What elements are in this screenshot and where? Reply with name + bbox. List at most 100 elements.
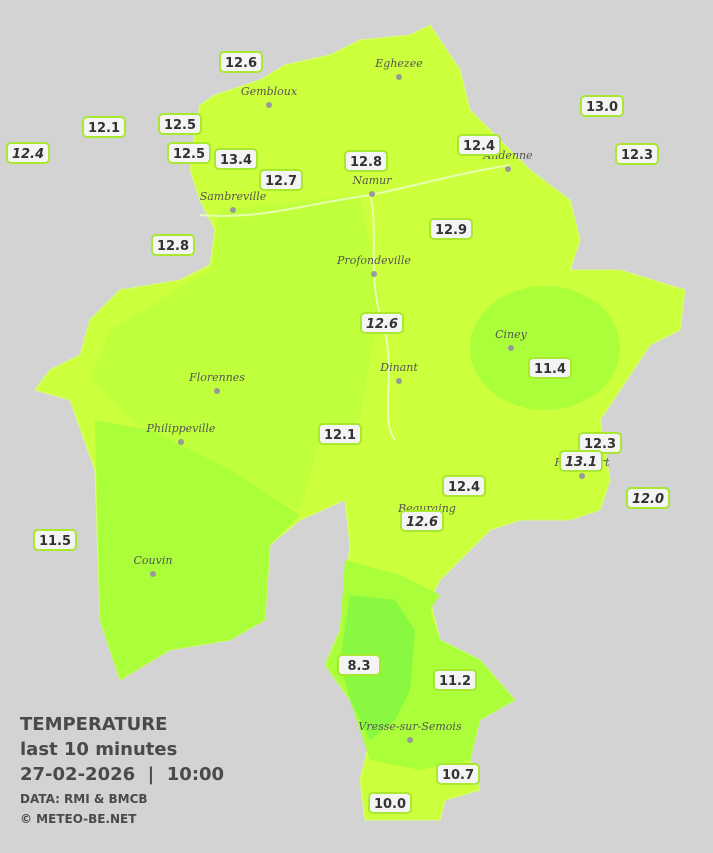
- city-dot: [266, 102, 272, 108]
- legend: TEMPERATURE last 10 minutes 27-02-2026 |…: [20, 714, 224, 826]
- station-box: [433, 669, 477, 691]
- station-box: [400, 510, 444, 532]
- city-label: Sambreville: [200, 190, 267, 203]
- station: 12.8: [151, 234, 195, 256]
- station: 12.4: [457, 134, 501, 156]
- station: 12.7: [259, 169, 303, 191]
- station-value: 12.4: [463, 139, 495, 154]
- station-value: 13.4: [220, 153, 252, 168]
- station-value: 12.6: [406, 515, 438, 530]
- station: 12.5: [167, 142, 211, 164]
- station-box: [337, 654, 381, 676]
- station-box: [436, 763, 480, 785]
- station: 11.2: [433, 669, 477, 691]
- station: 8.3: [337, 654, 381, 676]
- station: 12.6: [400, 510, 444, 532]
- station-value: 12.5: [164, 118, 196, 133]
- city-dot: [508, 345, 514, 351]
- city-label: Florennes: [188, 371, 245, 384]
- city-label: Profondeville: [336, 254, 411, 267]
- station-value: 12.4: [12, 147, 44, 162]
- station-box: [82, 116, 126, 138]
- station-box: [457, 134, 501, 156]
- station-value: 12.1: [88, 121, 120, 136]
- station-value: 12.6: [366, 317, 398, 332]
- legend-source: DATA: RMI & BMCB: [20, 792, 148, 806]
- city-label: Philippeville: [146, 422, 216, 435]
- station-value: 12.7: [265, 174, 297, 189]
- station: 10.7: [436, 763, 480, 785]
- station: 13.1: [559, 450, 603, 472]
- city-dot: [230, 207, 236, 213]
- station-value: 13.0: [586, 100, 618, 115]
- station-box: [151, 234, 195, 256]
- station-box: [442, 475, 486, 497]
- station-box: [318, 423, 362, 445]
- city-dot: [214, 388, 220, 394]
- station-value: 12.4: [448, 480, 480, 495]
- station: 12.6: [219, 51, 263, 73]
- station-box: [259, 169, 303, 191]
- city-label: Dinant: [379, 361, 418, 374]
- station-box: [580, 95, 624, 117]
- station-value: 12.8: [350, 155, 382, 170]
- city-dot: [579, 473, 585, 479]
- station: 11.5: [33, 529, 77, 551]
- station: 12.3: [578, 432, 622, 454]
- city-label: Namur: [352, 174, 393, 187]
- station-value: 10.0: [374, 797, 406, 812]
- station: 12.1: [318, 423, 362, 445]
- station: 12.4: [442, 475, 486, 497]
- station-value: 12.3: [584, 437, 616, 452]
- station-value: 11.2: [439, 674, 471, 689]
- station-value: 10.7: [442, 768, 474, 783]
- station-box: [33, 529, 77, 551]
- station-box: [559, 450, 603, 472]
- cool-zone: [470, 286, 620, 410]
- station: 12.6: [360, 312, 404, 334]
- city-dot: [396, 378, 402, 384]
- station-box: [615, 143, 659, 165]
- station-box: [6, 142, 50, 164]
- station-value: 8.3: [347, 659, 370, 674]
- station-box: [360, 312, 404, 334]
- station-box: [368, 792, 412, 814]
- city-dot: [371, 271, 377, 277]
- city-label: Couvin: [134, 554, 173, 567]
- station: 12.1: [82, 116, 126, 138]
- station: 12.0: [626, 487, 670, 509]
- city-label: Eghezee: [374, 57, 423, 70]
- station-value: 12.3: [621, 148, 653, 163]
- station-value: 11.5: [39, 534, 71, 549]
- station: 12.4: [6, 142, 50, 164]
- city-dot: [178, 439, 184, 445]
- legend-credit: © METEO-BE.NET: [20, 812, 137, 826]
- station: 12.5: [158, 113, 202, 135]
- station-box: [167, 142, 211, 164]
- station-value: 12.8: [157, 239, 189, 254]
- station-value: 12.6: [225, 56, 257, 71]
- warm-zone: [90, 195, 380, 510]
- legend-subtitle: last 10 minutes: [20, 739, 177, 760]
- station-value: 12.0: [632, 492, 664, 507]
- station: 12.3: [615, 143, 659, 165]
- station: 10.0: [368, 792, 412, 814]
- station-value: 12.1: [324, 428, 356, 443]
- station-box: [158, 113, 202, 135]
- city-label: Ciney: [495, 328, 528, 341]
- legend-title: TEMPERATURE: [20, 714, 167, 735]
- station-box: [528, 357, 572, 379]
- station: 12.8: [344, 150, 388, 172]
- station-value: 13.1: [565, 455, 597, 470]
- city-label: Gembloux: [241, 85, 298, 98]
- station-box: [344, 150, 388, 172]
- station: 12.9: [429, 218, 473, 240]
- city-dot: [150, 571, 156, 577]
- station-value: 12.9: [435, 223, 467, 238]
- station-box: [429, 218, 473, 240]
- cool-zone: [95, 420, 300, 680]
- legend-datetime: 27-02-2026 | 10:00: [20, 764, 224, 785]
- station-box: [626, 487, 670, 509]
- city-dot: [407, 737, 413, 743]
- station-box: [219, 51, 263, 73]
